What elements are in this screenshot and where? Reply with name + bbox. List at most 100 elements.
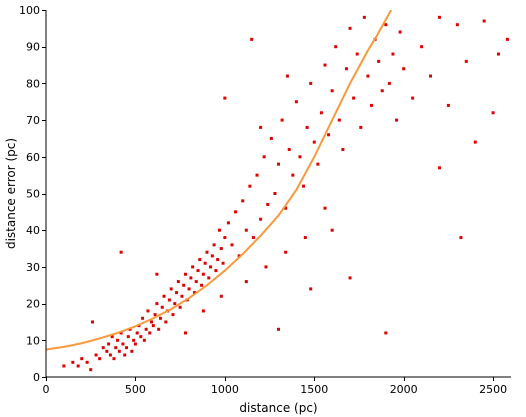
data-point — [391, 52, 395, 56]
data-point — [223, 96, 227, 100]
data-point — [402, 67, 406, 71]
data-point — [362, 15, 366, 19]
data-point — [162, 294, 166, 298]
data-point — [459, 236, 463, 240]
data-point — [76, 364, 80, 368]
data-point — [298, 155, 302, 159]
data-point — [323, 63, 327, 67]
data-point — [221, 261, 225, 265]
axes: 0 500 1000 1500 2000 2500 0 10 20 30 40 50 60 70 80 90 1… — [19, 4, 511, 396]
data-point — [284, 250, 288, 254]
data-point — [255, 173, 259, 177]
data-point — [219, 247, 223, 251]
data-point — [395, 118, 399, 122]
data-point — [259, 125, 263, 129]
data-point — [108, 353, 112, 357]
data-point — [464, 59, 468, 63]
data-point — [330, 89, 334, 93]
data-point — [305, 125, 309, 129]
data-point — [173, 302, 177, 306]
data-point — [348, 26, 352, 30]
data-point — [146, 309, 150, 313]
data-point — [176, 280, 180, 284]
data-point — [151, 324, 155, 328]
data-point — [191, 265, 195, 269]
data-point — [209, 265, 213, 269]
data-point — [323, 206, 327, 210]
data-point — [230, 243, 234, 247]
data-point — [455, 23, 459, 27]
data-point — [327, 133, 331, 137]
data-point — [319, 111, 323, 115]
trend-line — [46, 10, 393, 351]
data-point — [205, 250, 209, 254]
data-point — [262, 155, 266, 159]
data-point — [234, 210, 238, 214]
data-point — [189, 276, 193, 280]
data-point — [277, 162, 280, 166]
data-point — [223, 236, 227, 240]
data-point — [94, 353, 98, 357]
data-point — [309, 287, 313, 291]
data-point — [196, 269, 200, 273]
data-point — [344, 67, 348, 71]
y-tick-label: 80 — [26, 77, 40, 90]
data-point — [184, 272, 187, 276]
data-point — [491, 111, 495, 115]
data-point — [198, 258, 202, 262]
x-tick-label: 500 — [125, 383, 146, 396]
data-point — [62, 364, 66, 368]
data-point — [71, 360, 75, 364]
data-point — [482, 19, 486, 23]
data-point — [217, 228, 221, 232]
data-point — [116, 338, 120, 342]
data-point — [114, 346, 118, 350]
data-point — [377, 59, 381, 63]
data-point — [259, 217, 263, 221]
data-point — [316, 162, 320, 166]
data-point — [178, 305, 182, 309]
data-point — [273, 192, 277, 195]
data-point — [141, 316, 145, 320]
y-tick-label: 0 — [33, 371, 40, 384]
data-point — [212, 243, 216, 247]
data-point — [437, 166, 441, 170]
y-tick-label: 60 — [26, 151, 40, 164]
data-point — [98, 357, 102, 361]
data-point — [182, 283, 186, 287]
data-point — [309, 81, 313, 85]
data-point — [284, 206, 288, 210]
data-point — [201, 272, 205, 276]
data-point — [244, 280, 248, 284]
data-point — [303, 236, 307, 240]
data-point — [153, 313, 157, 317]
data-point — [105, 349, 109, 353]
y-axis-label: distance error (pc) — [4, 138, 18, 249]
data-point — [150, 320, 154, 324]
data-point — [194, 280, 198, 284]
data-point — [201, 309, 205, 313]
data-point — [226, 221, 230, 225]
data-point — [312, 140, 316, 144]
data-point — [89, 368, 93, 372]
data-point — [355, 52, 359, 56]
data-point — [384, 331, 388, 335]
data-point — [130, 349, 134, 353]
data-point — [112, 357, 116, 361]
data-point — [251, 236, 255, 240]
data-point — [184, 331, 187, 335]
data-point — [387, 81, 391, 85]
data-point — [359, 125, 363, 129]
data-point — [169, 287, 173, 291]
data-point — [121, 342, 125, 346]
data-point — [366, 74, 370, 78]
data-point — [210, 254, 214, 258]
data-point — [171, 313, 175, 317]
data-point — [144, 327, 148, 331]
data-point — [123, 353, 127, 357]
data-point — [192, 291, 196, 295]
data-point — [157, 327, 161, 331]
data-point — [180, 294, 184, 298]
data-point — [148, 331, 152, 335]
data-point — [302, 184, 306, 188]
